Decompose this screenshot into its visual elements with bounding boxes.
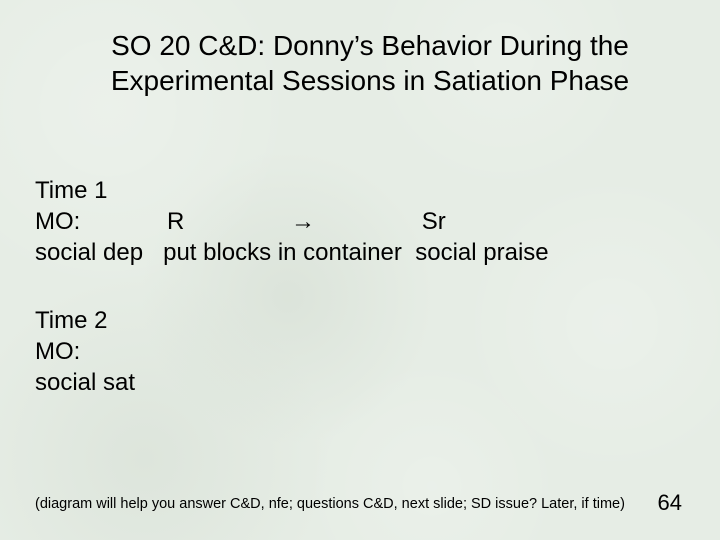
r-value: put blocks in container bbox=[163, 239, 402, 266]
r-label: R bbox=[167, 208, 184, 235]
time1-labels-row: MO: R → Sr bbox=[35, 206, 549, 237]
time2-block: Time 2 MO: social sat bbox=[35, 305, 135, 399]
mo-label: MO: bbox=[35, 208, 80, 235]
time1-values-row: social dep put blocks in container socia… bbox=[35, 237, 549, 268]
time1-heading: Time 1 bbox=[35, 175, 549, 206]
sr-label: Sr bbox=[422, 208, 446, 235]
title-line-2: Experimental Sessions in Satiation Phase bbox=[111, 65, 629, 96]
time1-block: Time 1 MO: R → Sr social dep put blocks … bbox=[35, 175, 549, 269]
title-line-1: SO 20 C&D: Donny’s Behavior During the bbox=[111, 30, 629, 61]
slide-title: SO 20 C&D: Donny’s Behavior During the E… bbox=[60, 28, 680, 98]
mo-value: social dep bbox=[35, 239, 143, 266]
sr-value: social praise bbox=[415, 239, 548, 266]
time2-mo-value: social sat bbox=[35, 367, 135, 398]
page-number: 64 bbox=[658, 490, 682, 516]
footnote: (diagram will help you answer C&D, nfe; … bbox=[35, 496, 625, 512]
time2-mo-label: MO: bbox=[35, 336, 135, 367]
arrow-icon: → bbox=[291, 208, 315, 235]
time2-heading: Time 2 bbox=[35, 305, 135, 336]
